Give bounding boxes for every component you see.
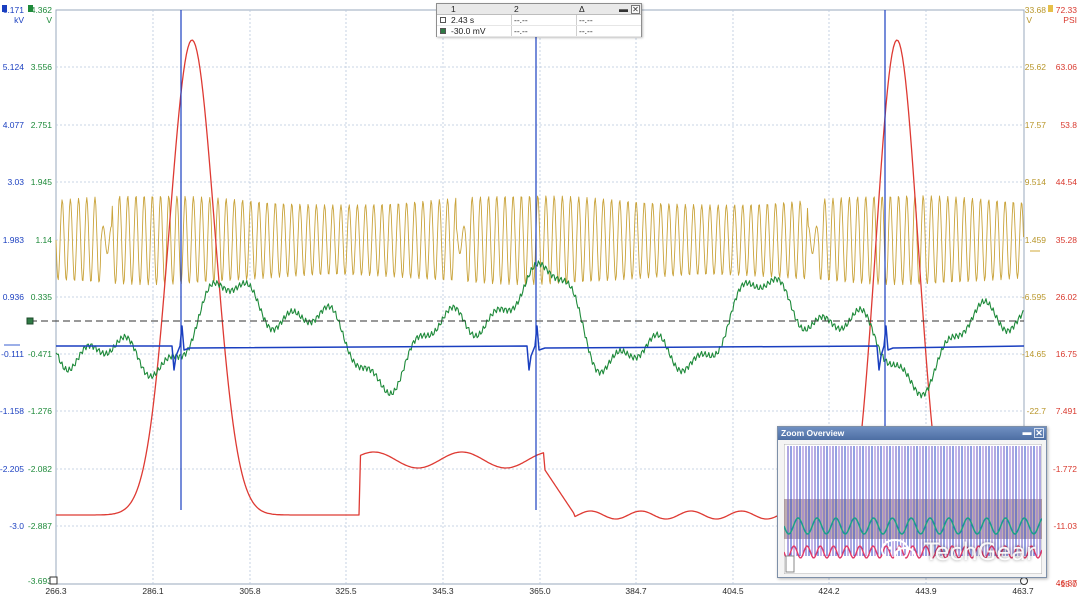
readout-header: 1 2 Δ ▬ ✕	[437, 4, 641, 15]
overview-handle[interactable]	[785, 555, 795, 573]
time-cursor-marker-icon	[440, 17, 446, 23]
right-olive-tick-label: 17.57	[1025, 120, 1047, 130]
overview-green-trace	[784, 517, 1042, 535]
x-tick-label: 286.1	[142, 586, 164, 596]
readout-row-time: 2.43 s --.-- --.--	[437, 15, 641, 26]
voltage-cursor-marker-icon	[440, 28, 446, 34]
left-green-tick-label: 1.945	[31, 177, 53, 187]
left-green-tick-label: -0.471	[28, 349, 52, 359]
readout-row-voltage: -30.0 mV --.-- --.--	[437, 26, 641, 37]
left-green-tick-label: 1.14	[35, 235, 52, 245]
readout-col-1: 1	[451, 4, 456, 14]
left-blue-tick-label: -2.205	[0, 464, 24, 474]
readout-col-2: 2	[514, 4, 519, 14]
readout-value: --.--	[514, 15, 528, 25]
right-red-tick-label: -11.03	[1054, 521, 1078, 531]
left-blue-tick-label: -3.0	[9, 521, 24, 531]
left-blue-tick-label: -0.111	[1, 349, 24, 359]
x-tick-label: 404.5	[722, 586, 744, 596]
readout-value: -30.0 mV	[451, 26, 486, 36]
x-tick-label: 463.7	[1012, 586, 1034, 596]
right-olive-tick-label: -22.7	[1027, 406, 1047, 416]
x-tick-label: 424.2	[818, 586, 840, 596]
x-tick-label: 345.3	[432, 586, 454, 596]
right-red-tick-label: 7.491	[1056, 406, 1078, 416]
olive-channel-marker-icon	[1048, 5, 1053, 12]
left-green-unit-label: V	[46, 15, 52, 25]
green-trace	[55, 260, 1024, 399]
readout-value: 2.43 s	[451, 15, 475, 25]
right-olive-top-label: 33.68	[1025, 5, 1047, 15]
grid	[55, 9, 1025, 585]
x-tick-label: 266.3	[45, 586, 67, 596]
zoom-overview-titlebar[interactable]: Zoom Overview ▬ ✕	[778, 427, 1046, 440]
right-olive-tick-label: -14.65	[1022, 349, 1046, 359]
readout-close-button[interactable]: ✕	[631, 5, 640, 14]
right-red-tick-label: 44.54	[1056, 177, 1078, 187]
x-tick-label: 365.0	[529, 586, 551, 596]
left-blue-tick-label: 5.124	[3, 62, 25, 72]
overview-red-trace	[784, 545, 1042, 559]
zoom-end-handle-icon[interactable]	[1020, 577, 1028, 585]
left-blue-tick-label: 1.983	[3, 235, 25, 245]
left-green-tick-label: -1.276	[28, 406, 52, 416]
readout-minimize-button[interactable]: ▬	[619, 4, 628, 14]
x-tick-label: 384.7	[625, 586, 647, 596]
right-red-tick-label: 16.75	[1056, 349, 1078, 359]
readout-col-delta: Δ	[579, 4, 585, 14]
right-red-bottom-label: 46.87	[1056, 578, 1078, 588]
zoom-overview-minimize-button[interactable]: ▬	[1022, 427, 1032, 437]
right-olive-tick-label: 9.514	[1025, 177, 1047, 187]
right-red-tick-label: 63.06	[1056, 62, 1078, 72]
left-blue-tick-label: 3.03	[7, 177, 24, 187]
zoom-overview-plot[interactable]	[784, 444, 1042, 574]
left-blue-top-label: 6.171	[3, 5, 25, 15]
right-olive-tick-label: 1.459	[1025, 235, 1047, 245]
x-tick-label: 325.5	[335, 586, 357, 596]
blue-channel-marker-icon	[2, 5, 7, 12]
waveform-traces	[55, 39, 1025, 550]
x-tick-label: 305.8	[239, 586, 261, 596]
zoom-overview-window[interactable]: Zoom Overview ▬ ✕	[777, 426, 1047, 578]
right-red-tick-label: 35.28	[1056, 235, 1078, 245]
left-blue-tick-label: 0.936	[3, 292, 25, 302]
zoom-overview-title: Zoom Overview	[781, 428, 845, 438]
zoom-start-handle-icon[interactable]	[49, 576, 58, 585]
left-green-tick-label: -2.887	[28, 521, 52, 531]
right-olive-unit-label: V	[1026, 15, 1032, 25]
right-red-tick-label: -15.0	[1058, 579, 1078, 589]
olive-trace	[55, 195, 1024, 286]
left-green-tick-label: 0.335	[31, 292, 53, 302]
green-channel-marker-icon	[28, 5, 33, 12]
left-blue-unit-label: kV	[14, 15, 24, 25]
left-green-top-label: 4.362	[31, 5, 53, 15]
right-olive-axis: 33.68V 25.62 17.57 9.514 1.459 -6.595 -14.65 -2…	[1022, 5, 1046, 416]
left-green-tick-label: -2.082	[28, 464, 52, 474]
right-red-unit-label: PSI	[1063, 15, 1077, 25]
left-blue-tick-label: 4.077	[3, 120, 25, 130]
left-green-bottom-label: -3.693	[28, 576, 52, 586]
cursor-readout-panel[interactable]: 1 2 Δ ▬ ✕ 2.43 s --.-- --.-- -30.0 mV --…	[436, 3, 642, 37]
right-red-tick-label: 26.02	[1056, 292, 1078, 302]
left-blue-tick-label: -1.158	[0, 406, 24, 416]
readout-value: --.--	[514, 26, 528, 36]
left-green-tick-label: 3.556	[31, 62, 53, 72]
readout-value: --.--	[579, 15, 593, 25]
red-trace-left	[56, 39, 780, 520]
right-olive-tick-label: -6.595	[1022, 292, 1046, 302]
readout-value: --.--	[579, 26, 593, 36]
reference-handle-icon[interactable]	[26, 317, 34, 325]
right-olive-tick-label: 25.62	[1025, 62, 1047, 72]
right-red-top-label: 72.33	[1056, 5, 1078, 15]
right-red-tick-label: 53.8	[1060, 120, 1077, 130]
x-tick-label: 443.9	[915, 586, 937, 596]
left-green-tick-label: 2.751	[31, 120, 53, 130]
x-axis-ticks: 266.3 286.1 305.8 325.5 345.3 365.0 384.7 404.5…	[45, 586, 1034, 596]
right-red-tick-label: -1.772	[1053, 464, 1077, 474]
zoom-overview-close-button[interactable]: ✕	[1034, 428, 1044, 438]
